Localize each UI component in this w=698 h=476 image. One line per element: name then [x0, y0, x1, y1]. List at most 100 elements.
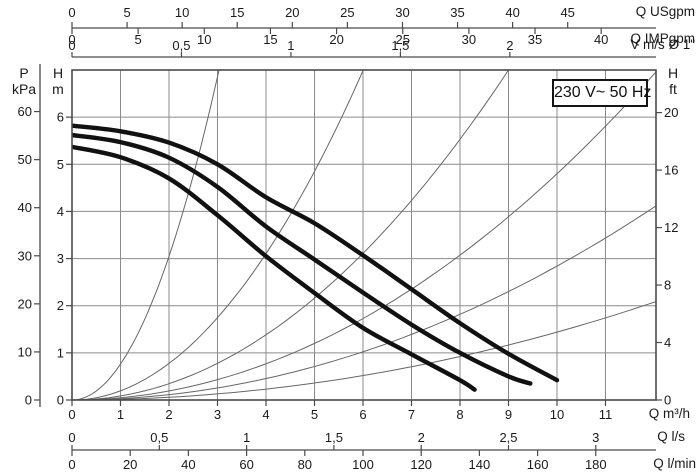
tick-label: 35	[450, 5, 464, 20]
axis-impgpm: 0 5 10 15 20 25 30 35 40	[68, 28, 608, 47]
tick-label: 180	[585, 457, 607, 472]
tick-label: 3	[57, 251, 64, 266]
tick-label: 1	[287, 38, 294, 53]
tick-label: 6	[359, 407, 366, 422]
tick-label: 0	[68, 5, 75, 20]
tick-label: 2	[506, 38, 513, 53]
tick-label: 2	[57, 298, 64, 313]
tick-label: 80	[298, 457, 312, 472]
head-m-axis-symbol: H	[52, 65, 64, 81]
tick-label: 10	[197, 32, 211, 47]
tick-label: 12	[664, 220, 678, 235]
pressure-axis-symbol: P	[19, 65, 29, 81]
tick-label: 1,5	[325, 430, 343, 445]
tick-label: 3	[592, 430, 599, 445]
tick-label: 0	[664, 393, 671, 408]
tick-label: 1	[243, 430, 250, 445]
tick-label: 3	[214, 407, 221, 422]
tick-label: 9	[505, 407, 512, 422]
tick-label: 8	[664, 278, 671, 293]
system-loss-curves	[72, 70, 656, 400]
axis-title-ls: Q l/s	[657, 429, 685, 444]
pressure-axis-unit: kPa	[11, 81, 37, 97]
axis-ls: 0 0,5 1 1,5 2 2,5 3	[68, 430, 656, 451]
tick-label: 0,5	[150, 430, 168, 445]
tick-label: 25	[340, 5, 354, 20]
tick-label: 50	[18, 152, 32, 167]
tick-label: 11	[599, 407, 613, 422]
tick-label: 4	[57, 204, 64, 219]
tick-label: 15	[263, 32, 277, 47]
tick-label: 40	[18, 200, 32, 215]
tick-label: 10	[18, 344, 32, 359]
tick-label: 140	[469, 457, 491, 472]
tick-label: 120	[410, 457, 432, 472]
tick-label: 40	[505, 5, 519, 20]
tick-label: 5	[57, 157, 64, 172]
tick-label: 20	[329, 32, 343, 47]
pump-curve-3-bottom	[72, 144, 477, 392]
tick-label: 15	[230, 5, 244, 20]
tick-label: 8	[456, 407, 463, 422]
tick-label: 0	[68, 430, 75, 445]
tick-label: 1	[117, 407, 124, 422]
tick-label: 40	[594, 32, 608, 47]
tick-label: 4	[262, 407, 269, 422]
head-m-axis-unit: m	[52, 81, 64, 97]
tick-label: 60	[239, 457, 253, 472]
tick-label: 1	[57, 345, 64, 360]
pump-curves	[72, 123, 560, 392]
tick-label: 0	[68, 32, 75, 47]
system-curve	[72, 301, 656, 400]
tick-label: 30	[395, 5, 409, 20]
tick-label: 0	[68, 38, 75, 53]
tick-label: 4	[664, 335, 671, 350]
axis-title-m3h: Q m³/h	[648, 406, 690, 421]
tick-label: 10	[175, 5, 189, 20]
axis-title-usgpm: Q USgpm	[635, 4, 695, 19]
axes: 0 5 10 15 20 25 30 35 40 450 5 10 15 20 25 30 35 400 0,5 1 1…	[18, 5, 679, 472]
tick-label: 0	[25, 393, 32, 408]
tick-label: 0	[57, 393, 64, 408]
tick-label: 10	[550, 407, 564, 422]
axis-kpa: 0 10 20 30 40 50 60	[18, 64, 41, 408]
tick-label: 5	[135, 32, 142, 47]
axis-m3h: 0 1 2 3 4 5 6 7 8 9 10 11	[68, 400, 612, 422]
tick-label: 0	[68, 407, 75, 422]
system-curve	[72, 70, 364, 400]
pump-curve-2-middle	[72, 132, 533, 386]
tick-label: 20	[18, 296, 32, 311]
tick-label: 1,5	[391, 38, 409, 53]
tick-label: 40	[181, 457, 195, 472]
axis-title-impgpm: Q IMPgpm	[630, 31, 695, 46]
tick-label: 35	[528, 32, 542, 47]
axis-hft: 0 4 8 12 16 20	[656, 105, 678, 408]
tick-label: 30	[18, 248, 32, 263]
voltage-rating-label: 230 V~ 50 Hz	[552, 79, 651, 107]
head-ft-axis-symbol: H	[667, 65, 679, 81]
tick-label: 16	[664, 163, 678, 178]
system-curve	[72, 70, 510, 400]
system-curve	[72, 205, 656, 400]
tick-label: 160	[527, 457, 549, 472]
tick-label: 20	[285, 5, 299, 20]
tick-label: 45	[560, 5, 574, 20]
tick-label: 6	[57, 110, 64, 125]
system-curve	[72, 71, 656, 400]
tick-label: 100	[352, 457, 374, 472]
tick-label: 5	[123, 5, 130, 20]
tick-label: 0	[68, 457, 75, 472]
axis-title-lmin: Q l/min	[653, 456, 696, 471]
system-curve	[72, 70, 220, 400]
axis-hm: 0 1 2 3 4 5 6	[57, 110, 72, 408]
axis-usgpm: 0 5 10 15 20 25 30 35 40 45	[68, 5, 656, 29]
tick-label: 7	[408, 407, 415, 422]
tick-label: 20	[123, 457, 137, 472]
tick-label: 2	[418, 430, 425, 445]
tick-label: 20	[664, 105, 678, 120]
head-ft-axis-unit: ft	[669, 81, 677, 97]
plot-border	[71, 69, 657, 401]
axis-vms: 0 0,5 1 1,5 2	[68, 38, 656, 58]
